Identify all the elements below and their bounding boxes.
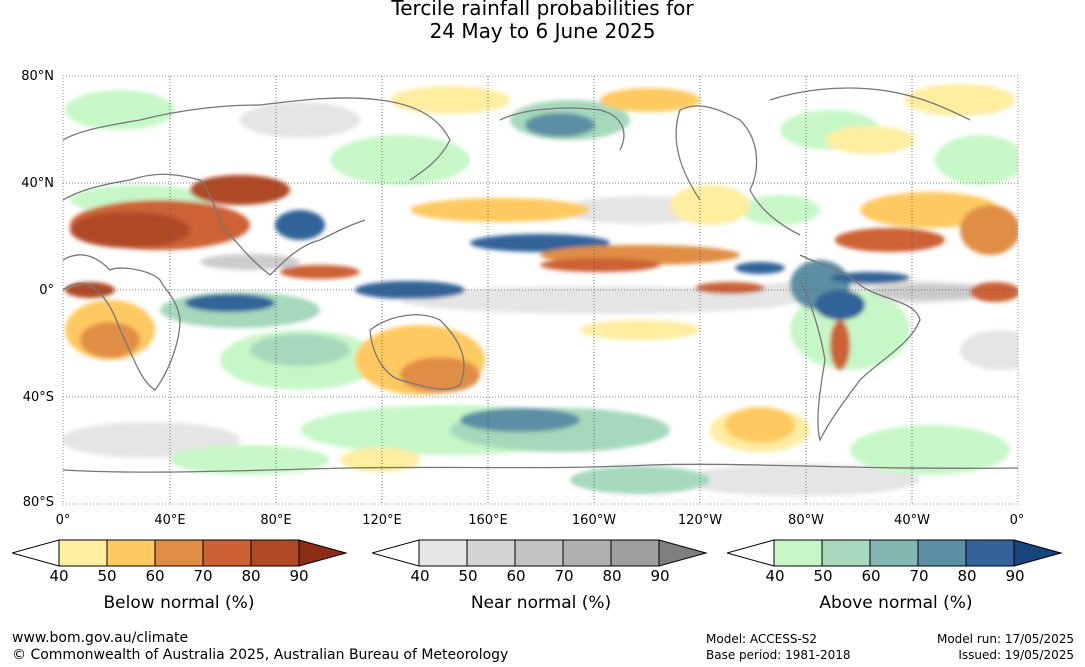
above-tick-60: 60 (861, 567, 881, 585)
colorbar-extend-arrow (658, 539, 708, 567)
lon-label-0-east: 0° (1009, 513, 1025, 528)
below-normal-colorbar (12, 539, 348, 567)
above-tick-80: 80 (957, 567, 977, 585)
lat-label-equator: 0° (39, 283, 54, 298)
colorbar-segment (514, 539, 564, 567)
below-tick-70: 70 (193, 567, 213, 585)
colorbar-below-range-arrow (372, 539, 420, 567)
above-tick-90: 90 (1005, 567, 1025, 585)
footer-copyright: © Commonwealth of Australia 2025, Austra… (12, 647, 509, 663)
colorbar-segment (821, 539, 871, 567)
colorbar-segment (154, 539, 204, 567)
below-tick-60: 60 (145, 567, 165, 585)
lon-label-40e: 40°E (154, 513, 186, 528)
lon-label-120w: 120°W (677, 513, 723, 528)
lon-label-40w: 40°W (894, 513, 930, 528)
near-normal-colorbar (372, 539, 708, 567)
title-line-2: 24 May to 6 June 2025 (429, 19, 656, 43)
near-tick-60: 60 (506, 567, 526, 585)
colorbar-segment (202, 539, 252, 567)
colorbar-segment (250, 539, 300, 567)
near-tick-90: 90 (650, 567, 670, 585)
map-title: Tercile rainfall probabilities for 24 Ma… (0, 0, 1085, 43)
graticule (63, 76, 1018, 504)
colorbar-segment (466, 539, 516, 567)
colorbar-segment (106, 539, 156, 567)
footer-model-run: Model run: 17/05/2025 (936, 632, 1074, 646)
above-normal-title: Above normal (%) (819, 593, 973, 613)
above-normal-colorbar (727, 539, 1063, 567)
near-tick-70: 70 (554, 567, 574, 585)
colorbar-segment (965, 539, 1015, 567)
lon-label-80w: 80°W (788, 513, 824, 528)
near-normal-title: Near normal (%) (470, 593, 612, 613)
lon-label-160w: 160°W (571, 513, 617, 528)
lon-label-120e: 120°E (362, 513, 402, 528)
colorbar-segment (418, 539, 468, 567)
colorbar-extend-arrow (298, 539, 348, 567)
below-tick-80: 80 (241, 567, 261, 585)
colorbar-segment (869, 539, 919, 567)
below-tick-90: 90 (289, 567, 309, 585)
above-tick-40: 40 (765, 567, 785, 585)
map-frame (62, 75, 1019, 505)
colorbar-extend-arrow (1013, 539, 1063, 567)
colorbar-segment (610, 539, 660, 567)
colorbar-below-range-arrow (12, 539, 60, 567)
lat-label-80s: 80°S (22, 495, 54, 510)
lon-label-80e: 80°E (260, 513, 292, 528)
lat-label-40s: 40°S (22, 390, 54, 405)
colorbar-segment (58, 539, 108, 567)
colorbar-below-range-arrow (727, 539, 775, 567)
below-tick-40: 40 (49, 567, 69, 585)
near-tick-80: 80 (602, 567, 622, 585)
lat-label-80n: 80°N (21, 69, 54, 84)
lon-label-160e: 160°E (468, 513, 508, 528)
footer-base-period: Base period: 1981-2018 (706, 648, 851, 662)
footer-issued: Issued: 19/05/2025 (958, 648, 1074, 662)
below-normal-title: Below normal (%) (103, 593, 255, 613)
footer-model: Model: ACCESS-S2 (706, 632, 818, 646)
title-line-1: Tercile rainfall probabilities for (391, 0, 694, 20)
lat-label-40n: 40°N (21, 176, 54, 191)
colorbar-segment (773, 539, 823, 567)
above-tick-50: 50 (813, 567, 833, 585)
footer-url: www.bom.gov.au/climate (12, 630, 189, 646)
colorbar-segment (917, 539, 967, 567)
near-tick-50: 50 (458, 567, 478, 585)
above-tick-70: 70 (909, 567, 929, 585)
lon-label-0: 0° (55, 513, 71, 528)
below-tick-50: 50 (97, 567, 117, 585)
coastlines (63, 87, 1018, 473)
near-tick-40: 40 (410, 567, 430, 585)
colorbar-segment (562, 539, 612, 567)
